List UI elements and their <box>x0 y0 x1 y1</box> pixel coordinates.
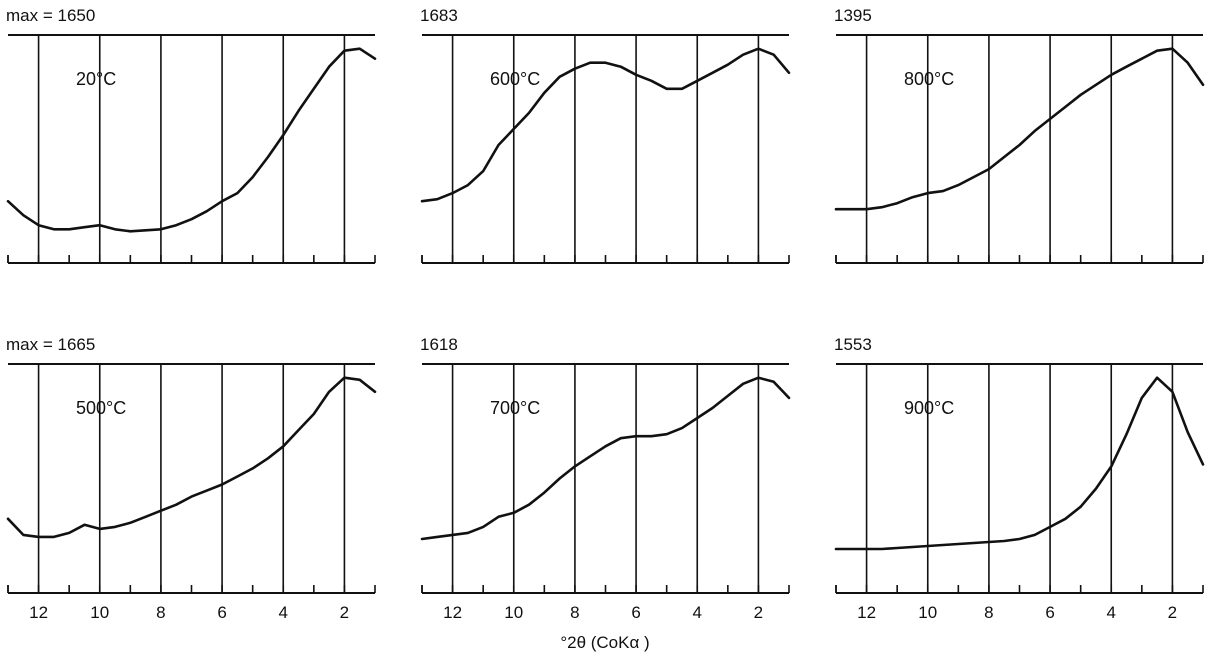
intensity-curve <box>834 47 1205 211</box>
intensity-curve <box>420 47 791 203</box>
x-tick-label: 2 <box>754 603 763 622</box>
x-tick-label: 8 <box>156 603 165 622</box>
intensity-curve <box>6 47 377 233</box>
intensity-curve <box>420 376 791 541</box>
x-tick-label: 4 <box>693 603 702 622</box>
panel-6: 1553 900°C 12 10 8 6 4 2 <box>834 335 1205 622</box>
x-tick-label: 8 <box>570 603 579 622</box>
x-tick-label: 10 <box>90 603 109 622</box>
x-tick-label: 6 <box>631 603 640 622</box>
panel-2: 1683 600°C <box>420 6 791 264</box>
max-label: max = 1665 <box>6 335 95 354</box>
max-label: max = 1650 <box>6 6 95 25</box>
panel-1: max = 1650 20°C <box>6 6 377 264</box>
panel-3: 1395 800°C <box>834 6 1205 264</box>
x-tick-label: 12 <box>443 603 462 622</box>
x-tick-label: 4 <box>1107 603 1116 622</box>
temperature-label: 800°C <box>904 69 954 89</box>
x-tick-label: 6 <box>217 603 226 622</box>
temperature-label: 700°C <box>490 398 540 418</box>
max-label: 1618 <box>420 335 458 354</box>
x-axis-label: °2θ (CoKα ) <box>560 633 649 652</box>
x-tick-label: 12 <box>29 603 48 622</box>
max-label: 1553 <box>834 335 872 354</box>
x-tick-label: 10 <box>918 603 937 622</box>
x-tick-label: 6 <box>1045 603 1054 622</box>
x-tick-label: 10 <box>504 603 523 622</box>
temperature-label: 500°C <box>76 398 126 418</box>
temperature-label: 900°C <box>904 398 954 418</box>
panel-5: 1618 700°C 12 10 8 6 4 2 <box>420 335 791 622</box>
x-tick-label: 2 <box>1168 603 1177 622</box>
x-tick-label: 12 <box>857 603 876 622</box>
x-tick-label: 8 <box>984 603 993 622</box>
temperature-label: 20°C <box>76 69 116 89</box>
temperature-label: 600°C <box>490 69 540 89</box>
intensity-curve <box>834 376 1205 551</box>
max-label: 1395 <box>834 6 872 25</box>
intensity-curve <box>6 376 377 539</box>
x-tick-label: 4 <box>279 603 288 622</box>
panel-4: max = 1665 500°C 12 10 8 6 4 2 <box>6 335 377 622</box>
max-label: 1683 <box>420 6 458 25</box>
x-tick-label: 2 <box>340 603 349 622</box>
